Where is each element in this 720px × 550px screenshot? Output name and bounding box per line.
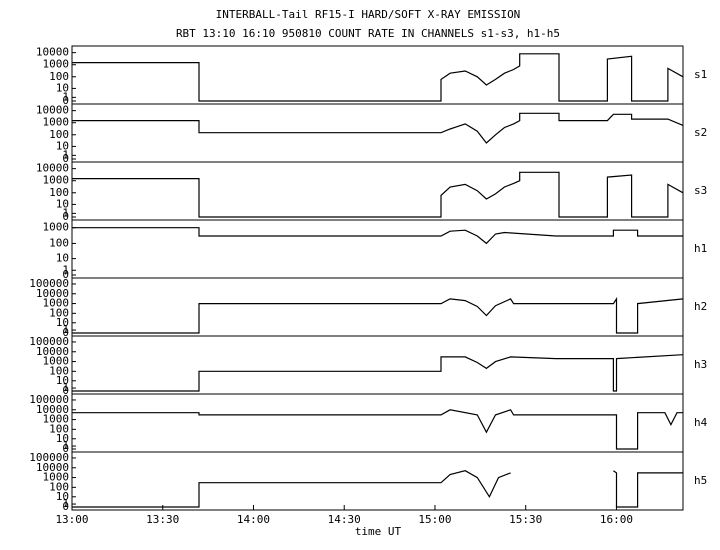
x-tick-label: 16:00: [600, 513, 633, 526]
y-tick-label: 10000: [36, 162, 69, 175]
data-line: [72, 112, 684, 144]
data-line: [72, 470, 683, 508]
y-tick-label: 1000: [43, 413, 70, 426]
y-tick-label: 1000: [43, 221, 70, 234]
x-tick-label: 13:30: [146, 513, 179, 526]
panel-frame: [71, 335, 684, 395]
y-tick-label: 1: [62, 90, 69, 103]
x-tick-label: 14:30: [328, 513, 361, 526]
y-tick-label: 0: [62, 326, 69, 339]
y-tick-label: 0: [62, 268, 69, 281]
y-tick-label: 1: [62, 263, 69, 276]
y-tick-label: 100: [49, 70, 69, 83]
x-tick-label: 14:00: [237, 513, 270, 526]
data-line: [72, 53, 684, 102]
y-tick-label: 100: [49, 236, 69, 249]
y-tick-label: 100: [49, 128, 69, 141]
y-tick-label: 10000: [36, 461, 69, 474]
y-tick-label: 0: [62, 500, 69, 513]
y-tick-label: 0: [62, 210, 69, 223]
y-tick-label: 0: [62, 442, 69, 455]
y-tick-label: 1000: [43, 174, 70, 187]
y-tick-label: 1: [62, 148, 69, 161]
data-line: [72, 296, 684, 334]
y-tick-label: 100: [49, 306, 69, 319]
panel-label: s2: [694, 126, 707, 139]
panel-frame: [71, 45, 684, 105]
y-tick-label: 10000: [36, 287, 69, 300]
y-tick-label: 10000: [36, 403, 69, 416]
data-line: [72, 354, 684, 392]
y-tick-label: 1: [62, 323, 69, 336]
y-tick-label: 100000: [29, 393, 69, 406]
panel-label: s3: [694, 184, 707, 197]
panel-label: h1: [694, 242, 707, 255]
y-tick-label: 1000: [43, 58, 70, 71]
y-tick-label: 10: [56, 316, 69, 329]
y-tick-label: 10: [56, 197, 69, 210]
data-line: [72, 171, 684, 218]
x-axis-label: time UT: [355, 525, 402, 538]
y-tick-label: 100: [49, 422, 69, 435]
y-tick-label: 0: [62, 384, 69, 397]
y-tick-label: 1: [62, 497, 69, 510]
y-tick-label: 100: [49, 364, 69, 377]
y-tick-label: 1: [62, 439, 69, 452]
y-tick-label: 10000: [36, 345, 69, 358]
y-tick-label: 10000: [36, 46, 69, 59]
y-tick-label: 1: [62, 381, 69, 394]
data-line: [72, 409, 683, 450]
y-tick-label: 10: [56, 81, 69, 94]
y-tick-label: 1000: [43, 116, 70, 129]
y-tick-label: 1000: [43, 297, 70, 310]
y-tick-label: 100000: [29, 335, 69, 348]
x-tick-label: 15:00: [418, 513, 451, 526]
y-tick-label: 100000: [29, 277, 69, 290]
y-tick-label: 100: [49, 480, 69, 493]
y-tick-label: 100: [49, 186, 69, 199]
y-tick-label: 1000: [43, 355, 70, 368]
chart-subtitle: RBT 13:10 16:10 950810 COUNT RATE IN CHA…: [176, 27, 560, 40]
panel-label: h3: [694, 358, 707, 371]
panel-label: s1: [694, 68, 707, 81]
panel-frame: [71, 219, 684, 279]
y-tick-label: 100000: [29, 451, 69, 464]
panel-label: h4: [694, 416, 708, 429]
panel-frame: [71, 393, 684, 453]
y-tick-label: 1000: [43, 471, 70, 484]
panel-frame: [71, 161, 684, 221]
x-tick-label: 13:00: [55, 513, 88, 526]
panel-frame: [71, 451, 684, 511]
y-tick-label: 1: [62, 206, 69, 219]
y-tick-label: 10000: [36, 104, 69, 117]
panel-frame: [71, 277, 684, 337]
chart-title: INTERBALL-Tail RF15-I HARD/SOFT X-RAY EM…: [216, 8, 521, 21]
data-line: [72, 227, 683, 245]
y-tick-label: 0: [62, 152, 69, 165]
y-tick-label: 0: [62, 94, 69, 107]
y-tick-label: 10: [56, 490, 69, 503]
y-tick-label: 10: [56, 139, 69, 152]
x-tick-label: 15:30: [509, 513, 542, 526]
y-tick-label: 10: [56, 252, 69, 265]
y-tick-label: 10: [56, 432, 69, 445]
panel-label: h2: [694, 300, 707, 313]
panel-label: h5: [694, 474, 707, 487]
y-tick-label: 10: [56, 374, 69, 387]
